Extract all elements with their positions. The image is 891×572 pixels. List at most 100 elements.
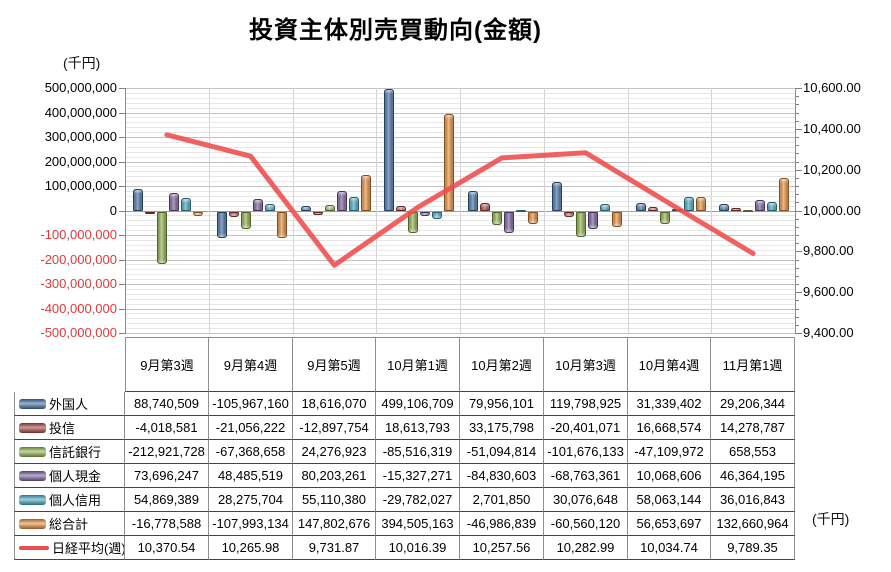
legend-bar-key-icon: [19, 446, 46, 457]
bar-信託銀行: [241, 212, 251, 229]
bar-総合計: [528, 212, 538, 224]
bar-個人信用: [349, 197, 359, 211]
value-cell: 10,282.99: [544, 536, 628, 560]
value-cell: -68,763,361: [544, 464, 628, 488]
series-label-cell: 外国人: [14, 392, 125, 416]
bar-個人現金: [337, 191, 347, 211]
value-cell: -107,993,134: [209, 512, 293, 536]
value-cell: 132,660,964: [711, 512, 795, 536]
value-cell: -212,921,728: [125, 440, 209, 464]
bar-投信: [313, 212, 323, 215]
value-cell: 147,802,676: [293, 512, 376, 536]
value-cell: 54,869,389: [125, 488, 209, 512]
series-name: 個人現金: [49, 469, 102, 484]
left-axis-tick: [119, 88, 125, 89]
right-axis-minor-tick: [795, 194, 799, 195]
value-cell: 28,275,704: [209, 488, 293, 512]
bar-総合計: [193, 212, 203, 216]
value-cell: 18,616,070: [293, 392, 376, 416]
gridline: [125, 333, 795, 334]
right-axis-minor-tick: [795, 113, 799, 114]
bar-個人信用: [181, 198, 191, 211]
right-axis-tick-label: 10,400.00: [803, 121, 861, 136]
value-cell: -20,401,071: [544, 416, 628, 440]
right-axis-tick-label: 9,600.00: [803, 284, 854, 299]
bar-投信: [731, 208, 741, 211]
bar-信託銀行: [743, 210, 753, 212]
value-cell: 10,016.39: [376, 536, 460, 560]
value-cell: 88,740,509: [125, 392, 209, 416]
bar-外国人: [384, 89, 394, 211]
category-header-cell: 10月第4週: [628, 337, 711, 392]
value-cell: 24,276,923: [293, 440, 376, 464]
value-cell: 29,206,344: [711, 392, 795, 416]
bar-総合計: [779, 178, 789, 211]
left-axis-tick: [119, 113, 125, 114]
left-axis-unit-label: (千円): [63, 55, 101, 71]
value-cell: 33,175,798: [460, 416, 544, 440]
series-label-cell: 投信: [14, 416, 125, 440]
value-cell: -21,056,222: [209, 416, 293, 440]
value-cell: 46,364,195: [711, 464, 795, 488]
bar-総合計: [612, 212, 622, 227]
right-axis-minor-tick: [795, 121, 799, 122]
bar-投信: [396, 206, 406, 211]
value-cell: -47,109,972: [628, 440, 711, 464]
category-header-cell: 10月第2週: [460, 337, 544, 392]
left-axis-tick-label: -300,000,000: [40, 276, 117, 291]
category-separator-line: [628, 88, 629, 333]
value-cell: 14,278,787: [711, 416, 795, 440]
bar-個人現金: [169, 193, 179, 211]
value-cell: 31,339,402: [628, 392, 711, 416]
value-cell: 73,696,247: [125, 464, 209, 488]
left-axis-tick-label: 0: [109, 203, 117, 218]
right-axis-minor-tick: [795, 96, 799, 97]
bar-信託銀行: [325, 205, 335, 211]
bar-個人現金: [588, 212, 598, 229]
series-label-cell: 信託銀行: [14, 440, 125, 464]
bar-個人現金: [420, 212, 430, 216]
right-axis-minor-tick: [795, 227, 799, 228]
legend-bar-key-icon: [19, 398, 46, 409]
left-axis-tick: [119, 186, 125, 187]
series-name: 総合計: [49, 517, 89, 532]
legend-bar-key-icon: [19, 518, 46, 529]
series-label-cell: 個人現金: [14, 464, 125, 488]
legend-line-key-icon: [19, 545, 49, 550]
value-cell: 10,257.56: [460, 536, 544, 560]
left-axis-tick: [119, 284, 125, 285]
chart-title: 投資主体別売買動向(金額): [249, 17, 542, 44]
category-header-cell: 9月第5週: [293, 337, 376, 392]
value-cell: 10,370.54: [125, 536, 209, 560]
bar-投信: [145, 212, 155, 214]
right-axis-minor-tick: [795, 162, 799, 163]
bar-投信: [229, 212, 239, 217]
series-name: 個人信用: [49, 493, 102, 508]
right-axis-minor-tick: [795, 284, 799, 285]
right-axis-minor-tick: [795, 88, 799, 89]
value-cell: 56,653,697: [628, 512, 711, 536]
right-axis-tick-label: 10,200.00: [803, 162, 861, 177]
bar-個人現金: [504, 212, 514, 233]
right-axis-minor-tick: [795, 202, 799, 203]
right-axis-line: [795, 88, 796, 334]
left-axis-tick-label: -100,000,000: [40, 227, 117, 242]
value-cell: 2,701,850: [460, 488, 544, 512]
series-label-cell: 日経平均(週): [14, 536, 125, 560]
right-axis-minor-tick: [795, 268, 799, 269]
value-cell: 499,106,709: [376, 392, 460, 416]
right-axis-minor-tick: [795, 153, 799, 154]
left-axis-tick-label: -500,000,000: [40, 325, 117, 340]
left-axis-tick: [119, 211, 125, 212]
bar-投信: [480, 203, 490, 211]
value-cell: -84,830,603: [460, 464, 544, 488]
value-cell: 10,034.74: [628, 536, 711, 560]
value-cell: -12,897,754: [293, 416, 376, 440]
value-cell: -4,018,581: [125, 416, 209, 440]
legend-bar-key-icon: [19, 470, 46, 481]
series-name: 外国人: [49, 397, 89, 412]
right-axis-tick-label: 10,000.00: [803, 203, 861, 218]
left-axis-tick: [119, 309, 125, 310]
category-separator-line: [209, 88, 210, 333]
